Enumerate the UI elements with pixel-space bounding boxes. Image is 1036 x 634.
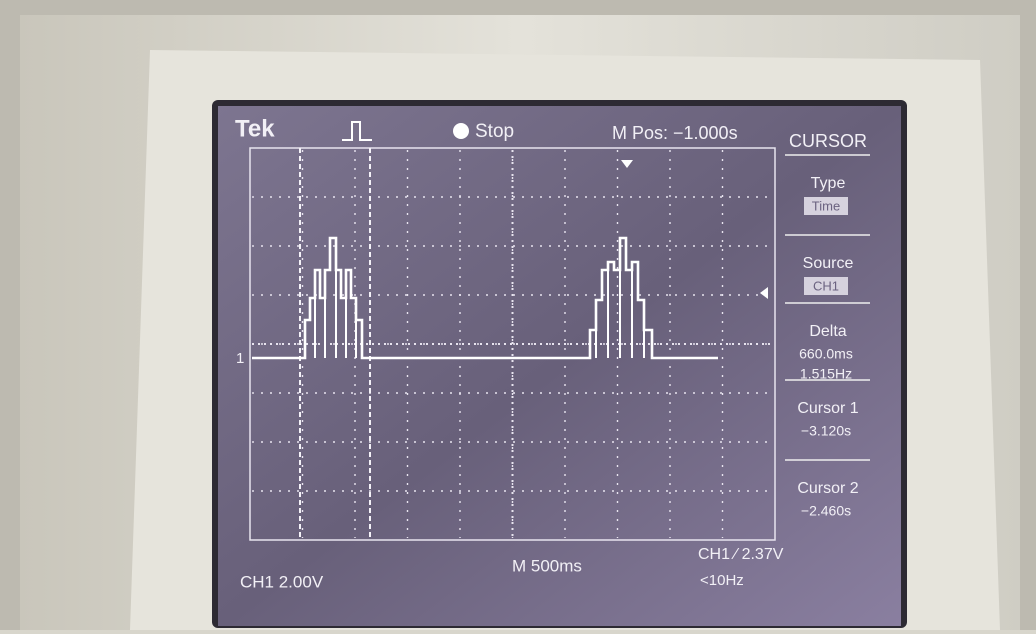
screen: [218, 106, 901, 626]
menu-value: 660.0ms: [799, 346, 853, 362]
menu-label: Delta: [809, 323, 846, 340]
page: Tek Stop M Pos: −1.000s 1 CURSOR Type Tim…: [0, 0, 1036, 630]
menu-value: Time: [812, 198, 840, 213]
menu-value: CH1: [813, 278, 839, 293]
menu-label: Type: [811, 175, 846, 192]
run-status: Stop: [475, 121, 514, 142]
trigger-frequency: <10Hz: [700, 572, 744, 589]
menu-value: −2.460s: [801, 503, 851, 519]
horizontal-position: M Pos: −1.000s: [612, 123, 738, 143]
menu-label: Source: [803, 255, 854, 272]
menu-label: Cursor 2: [797, 480, 858, 497]
channel-scale: CH1 2.00V: [240, 572, 324, 591]
run-indicator: [453, 123, 469, 139]
timebase: M 500ms: [512, 556, 582, 575]
channel-marker: 1: [236, 350, 244, 367]
trigger-setting: CH1 ⁄ 2.37V: [698, 546, 784, 563]
brand: Tek: [235, 115, 275, 142]
menu-value: −3.120s: [801, 423, 851, 439]
scene: Tek Stop M Pos: −1.000s 1 CURSOR Type Tim…: [0, 0, 1036, 630]
menu-label: Cursor 1: [797, 400, 858, 417]
menu-title: CURSOR: [789, 131, 867, 151]
